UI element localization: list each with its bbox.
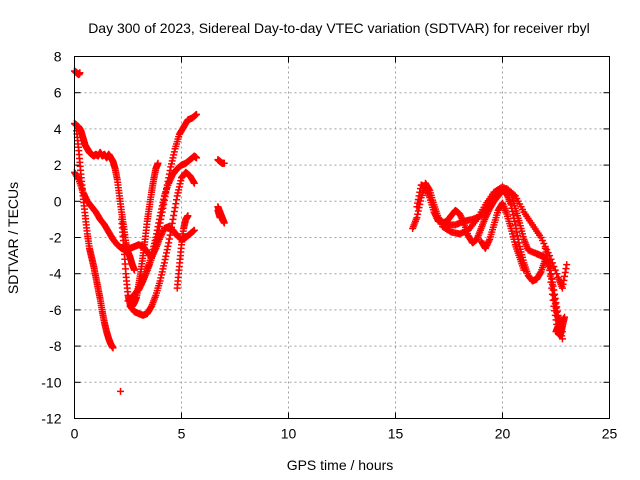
satellite-track-1 [71,67,84,79]
data-points [71,67,571,395]
x-tick-label: 5 [178,426,186,442]
data-point-marker [76,69,84,77]
data-point-marker [154,159,162,167]
data-point-marker [184,212,192,220]
satellite-track-12 [117,387,125,395]
satellite-track-3 [73,127,117,352]
y-tick-label: 0 [54,193,62,209]
data-point-marker [192,110,200,118]
satellite-track-8 [135,152,200,294]
data-point-marker [192,154,200,162]
data-point-marker [130,266,138,274]
data-point-marker [558,335,566,343]
y-tick-label: -8 [49,338,62,354]
data-point-marker [190,226,198,234]
x-tick-label: 15 [388,426,404,442]
x-tick-labels: 0 5 10 15 20 25 [71,426,618,442]
satellite-track-2 [71,119,138,274]
x-tick-label: 20 [495,426,511,442]
data-point-marker [547,278,555,286]
data-point-marker [548,290,556,298]
y-tick-label: 2 [54,157,62,173]
y-tick-label: -4 [49,266,62,282]
satellite-track-9 [173,212,192,292]
y-tick-label: 8 [54,49,62,65]
data-point-marker [548,284,556,292]
data-point-marker [216,214,224,222]
data-point-marker [552,328,560,336]
y-tick-labels: -12 -10 -8 -6 -4 -2 0 2 4 6 8 [41,49,61,427]
data-point-marker [190,179,198,187]
satellite-track-11 [214,203,228,227]
satellite-track-15 [439,183,566,336]
satellite-track-6 [126,168,198,319]
satellite-track-10 [214,156,228,167]
data-point-marker [546,266,554,274]
data-point-marker [220,159,228,167]
chart-title: Day 300 of 2023, Sidereal Day-to-day VTE… [88,20,590,36]
y-axis-label: SDTVAR / TECUs [5,182,21,294]
x-tick-label: 25 [602,426,618,442]
y-tick-label: -12 [41,411,61,427]
data-point-marker [549,296,557,304]
satellite-track-17 [541,244,569,339]
y-tick-label: -6 [49,302,62,318]
x-tick-label: 0 [71,426,79,442]
x-tick-label: 10 [281,426,297,442]
data-point-marker [506,187,514,195]
data-point-marker [546,272,554,280]
y-tick-label: 6 [54,85,62,101]
satellite-track-16 [477,199,528,274]
y-tick-label: 4 [54,121,62,137]
y-tick-label: -2 [49,230,62,246]
data-point-marker [117,387,125,395]
data-point-marker [109,344,117,352]
y-tick-label: -10 [41,374,61,390]
data-point-marker [520,266,528,274]
x-axis-label: GPS time / hours [287,457,394,473]
plot-frame [74,56,610,419]
data-point-marker [563,261,571,269]
satellite-track-4 [71,168,198,261]
